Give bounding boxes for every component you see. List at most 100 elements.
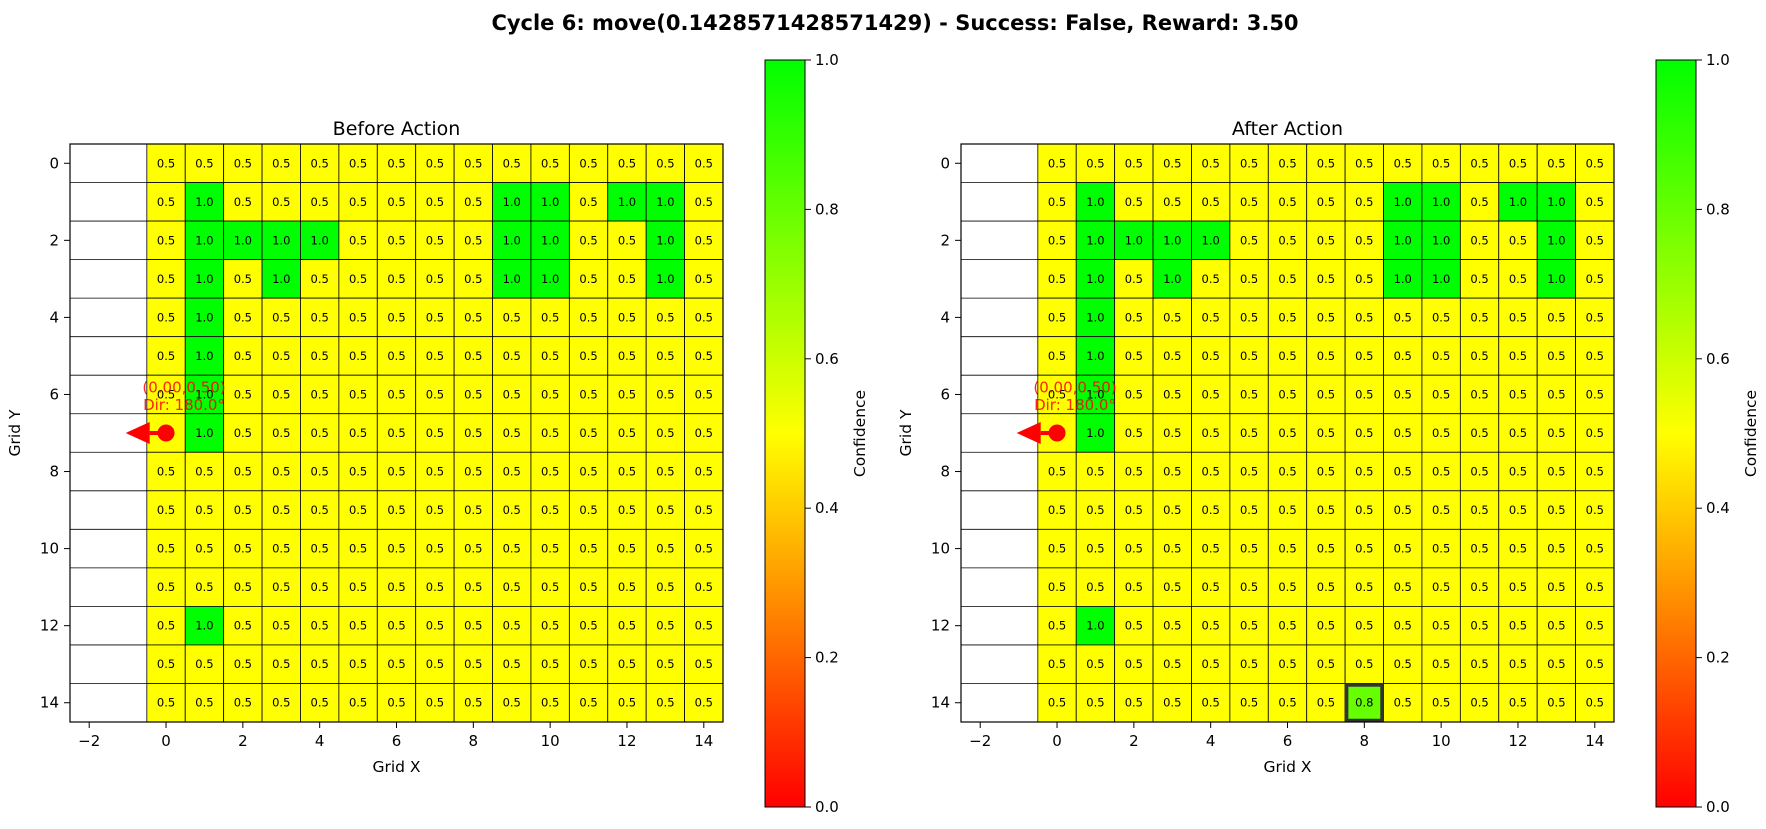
grid-cell xyxy=(1152,220,1192,260)
cell-value-label: 0.5 xyxy=(1509,349,1527,363)
grid-cell xyxy=(1037,143,1077,183)
cell-value-label: 0.5 xyxy=(1355,542,1373,556)
grid-cell xyxy=(1421,606,1461,646)
cell-value-label: 0.5 xyxy=(1470,619,1488,633)
cell-value-label: 0.5 xyxy=(1355,310,1373,324)
cell-value-label: 0.5 xyxy=(311,349,329,363)
grid-cell xyxy=(146,451,186,492)
cell-value-label: 0.5 xyxy=(387,387,405,401)
grid-cell xyxy=(1344,259,1384,299)
cell-value-label: 0.5 xyxy=(1278,465,1296,479)
cell-value-label: 0.5 xyxy=(1470,349,1488,363)
grid-cell xyxy=(1575,644,1615,684)
grid-cell xyxy=(415,259,455,299)
cell-value-label: 0.5 xyxy=(464,349,482,363)
cell-value-label: 0.5 xyxy=(1470,465,1488,479)
cell-value-label: 0.5 xyxy=(1125,426,1143,440)
cell-value-label: 0.5 xyxy=(1470,696,1488,710)
cell-value-label: 0.5 xyxy=(579,619,597,633)
grid-cell xyxy=(223,451,263,492)
cell-value-label: 0.5 xyxy=(1240,696,1258,710)
cell-value-label: 0.5 xyxy=(272,387,290,401)
cell-value-label: 1.0 xyxy=(1163,272,1181,286)
grid-cell xyxy=(415,528,455,569)
y-tick-label: 8 xyxy=(49,463,59,481)
cell-value-label: 0.5 xyxy=(1586,465,1604,479)
grid-cell xyxy=(607,528,647,569)
cell-value-label: 0.5 xyxy=(426,619,444,633)
grid-cell xyxy=(684,606,724,646)
grid-cell xyxy=(1383,336,1423,376)
cell-value-label: 1.0 xyxy=(1086,272,1104,286)
grid-cell xyxy=(1306,490,1346,530)
y-tick-label: 0 xyxy=(49,154,59,172)
cell-value-label: 0.5 xyxy=(695,426,713,440)
cell-value-label: 0.5 xyxy=(1470,195,1488,209)
cell-value-label: 0.5 xyxy=(1586,503,1604,517)
cell-value-label: 0.5 xyxy=(157,156,175,170)
cell-value-label: 0.5 xyxy=(387,310,405,324)
cell-value-label: 0.5 xyxy=(1202,696,1220,710)
cell-value-label: 0.5 xyxy=(1432,310,1450,324)
cell-value-label: 0.5 xyxy=(1048,349,1066,363)
agent-position-marker xyxy=(157,424,175,442)
cell-value-label: 0.5 xyxy=(1355,503,1373,517)
colorbar-tick-label: 0.0 xyxy=(1706,798,1730,816)
cell-value-label: 0.5 xyxy=(426,696,444,710)
cell-value-label: 0.5 xyxy=(1125,696,1143,710)
cell-value-label: 1.0 xyxy=(1086,233,1104,247)
grid-cell xyxy=(684,220,724,260)
cell-value-label: 0.5 xyxy=(387,619,405,633)
cell-value-label: 0.5 xyxy=(1432,503,1450,517)
cell-value-label: 0.5 xyxy=(1432,580,1450,594)
cell-value-label: 0.5 xyxy=(656,696,674,710)
cell-value-label: 0.5 xyxy=(656,310,674,324)
cell-value-label: 0.5 xyxy=(1125,580,1143,594)
cell-value-label: 1.0 xyxy=(1163,233,1181,247)
x-tick-label: 4 xyxy=(1206,732,1216,750)
cell-value-label: 0.5 xyxy=(1240,542,1258,556)
cell-value-label: 0.5 xyxy=(1125,310,1143,324)
cell-value-label: 0.5 xyxy=(1547,542,1565,556)
cell-value-label: 0.5 xyxy=(464,426,482,440)
grid-cell xyxy=(1344,297,1384,338)
x-axis-label: Grid X xyxy=(1263,758,1311,776)
cell-value-label: 0.5 xyxy=(1125,387,1143,401)
grid-cell xyxy=(146,182,186,222)
cell-value-label: 0.5 xyxy=(1586,310,1604,324)
cell-value-label: 0.5 xyxy=(1317,542,1335,556)
cell-value-label: 0.5 xyxy=(1509,657,1527,671)
cell-value-label: 0.5 xyxy=(618,426,636,440)
grid-cell xyxy=(261,374,301,415)
cell-value-label: 0.5 xyxy=(1432,542,1450,556)
cell-value-label: 0.5 xyxy=(1432,387,1450,401)
cell-value-label: 0.5 xyxy=(1394,310,1412,324)
x-tick-label: −2 xyxy=(78,732,100,750)
cell-value-label: 1.0 xyxy=(1394,233,1412,247)
cell-value-label: 0.5 xyxy=(1394,542,1412,556)
cell-value-label: 0.5 xyxy=(349,619,367,633)
grid-cell xyxy=(415,336,455,376)
grid-cell xyxy=(645,336,685,376)
cell-value-label: 0.5 xyxy=(1163,426,1181,440)
grid-cell xyxy=(146,336,186,376)
grid-cell xyxy=(453,374,493,415)
grid-cell xyxy=(1191,182,1231,222)
grid-cell xyxy=(300,182,340,222)
cell-value-label: 0.5 xyxy=(1125,542,1143,556)
cell-value-label: 0.5 xyxy=(426,195,444,209)
grid-cell xyxy=(1152,606,1192,646)
cell-value-label: 0.5 xyxy=(579,195,597,209)
cell-value-label: 0.5 xyxy=(234,503,252,517)
cell-value-label: 1.0 xyxy=(1086,426,1104,440)
cell-value-label: 0.5 xyxy=(1394,657,1412,671)
cell-value-label: 0.5 xyxy=(1163,156,1181,170)
grid-cell xyxy=(1306,683,1346,723)
x-tick-label: 12 xyxy=(617,732,636,750)
cell-value-label: 0.5 xyxy=(1048,310,1066,324)
y-tick-label: 14 xyxy=(931,694,950,712)
grid-cell xyxy=(684,490,724,530)
cell-value-label: 0.5 xyxy=(1317,195,1335,209)
cell-value-label: 0.5 xyxy=(349,387,367,401)
cell-value-label: 1.0 xyxy=(1394,272,1412,286)
